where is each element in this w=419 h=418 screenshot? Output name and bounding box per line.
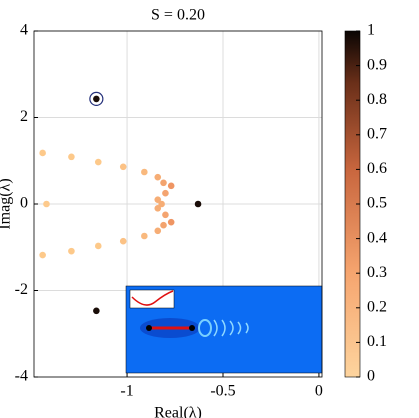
y-tick-label: -2	[15, 281, 28, 298]
y-tick-label: -4	[15, 368, 28, 385]
point	[160, 221, 167, 229]
colorbar-tick-label: 1	[367, 22, 375, 39]
point	[39, 149, 46, 157]
point	[167, 218, 175, 226]
point	[162, 211, 169, 219]
point	[39, 251, 46, 259]
point	[93, 95, 100, 103]
y-axis-label: Imag(λ)	[0, 178, 14, 229]
colorbar-tick-label: 0.7	[367, 125, 387, 142]
x-tick-label: 0	[315, 383, 323, 400]
point	[154, 173, 162, 181]
point	[68, 247, 75, 255]
point	[141, 168, 148, 176]
point	[119, 163, 127, 171]
colorbar-tick-label: 0.3	[367, 264, 387, 281]
colorbar-tick-label: 0.4	[367, 229, 387, 246]
colorbar-tick-label: 0.5	[367, 195, 387, 212]
colorbar-tick-label: 0.2	[367, 298, 387, 315]
point	[158, 200, 165, 208]
colorbar-tick-label: 0.9	[367, 56, 387, 73]
point	[119, 237, 127, 245]
x-axis-label: Real(λ)	[154, 405, 202, 418]
point	[94, 242, 102, 250]
chart-title: S = 0.20	[151, 7, 205, 24]
y-tick-label: 0	[20, 195, 28, 212]
y-tick-label: 4	[20, 22, 28, 39]
colorbar-tick-label: 0.1	[367, 333, 387, 350]
x-tick-label: -0.5	[210, 383, 235, 400]
point	[154, 205, 162, 212]
point	[154, 227, 162, 235]
colorbar-tick-label: 0	[367, 368, 375, 385]
point	[154, 196, 162, 203]
point	[141, 232, 148, 240]
point	[160, 179, 167, 187]
x-tick-label: -1	[120, 383, 133, 400]
inset-image	[125, 285, 323, 374]
point	[162, 189, 169, 197]
colorbar-tick-label: 0.6	[367, 160, 387, 177]
point	[93, 307, 100, 315]
marker-ring	[89, 91, 104, 107]
point	[68, 153, 75, 161]
point	[167, 182, 175, 190]
y-tick-label: 2	[20, 108, 28, 125]
point	[194, 200, 202, 208]
point	[94, 158, 102, 166]
colorbar-tick-label: 0.8	[367, 91, 387, 108]
point	[43, 200, 50, 208]
